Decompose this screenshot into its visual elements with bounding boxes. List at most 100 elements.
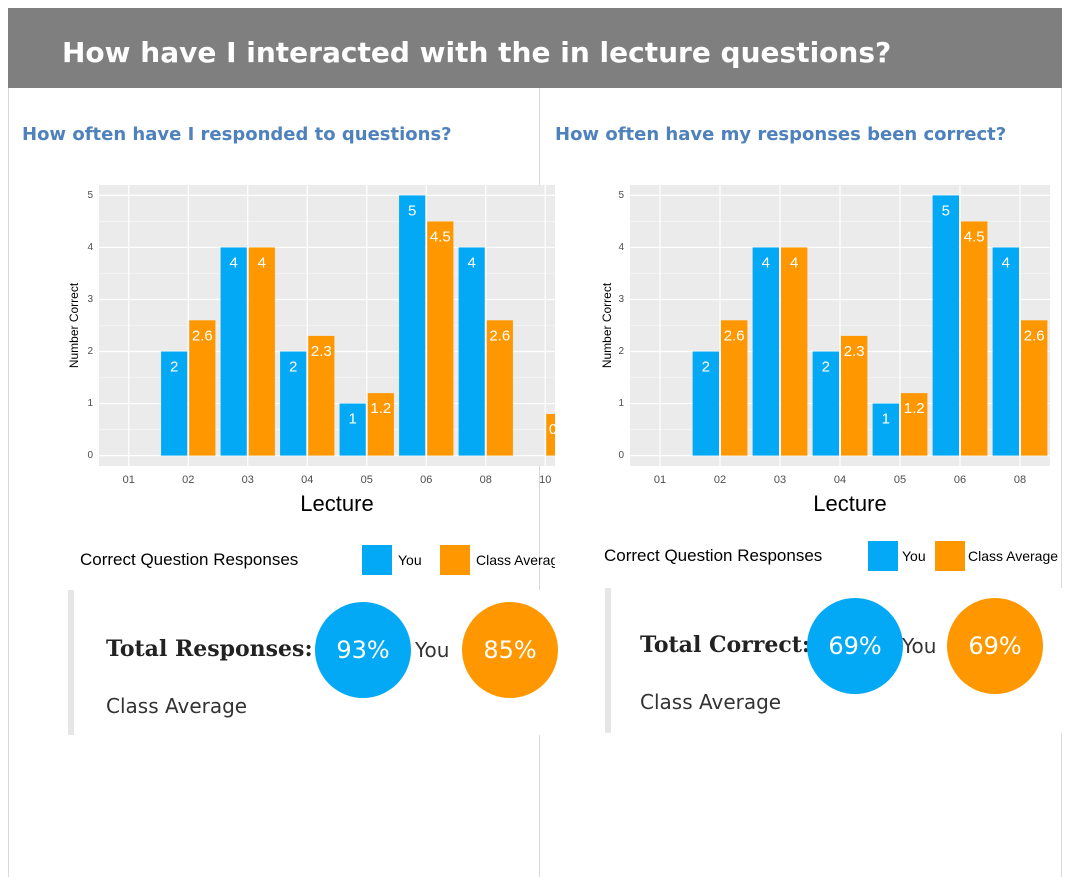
bar xyxy=(752,247,779,456)
bar-value-label: 4 xyxy=(467,254,475,271)
bar-value-label: 1.2 xyxy=(370,400,391,417)
bar xyxy=(280,351,307,456)
x-tick-label: 02 xyxy=(182,474,194,486)
legend-label: Class Average xyxy=(968,548,1059,564)
class-circle: 85% xyxy=(462,602,558,698)
x-tick-label: 08 xyxy=(1014,474,1026,486)
y-tick-label: 1 xyxy=(618,398,624,409)
bar-value-label: 1 xyxy=(348,411,356,428)
bar-value-label: 1.2 xyxy=(904,400,925,417)
bar xyxy=(1021,320,1048,456)
bar xyxy=(932,195,959,456)
bar xyxy=(901,393,928,456)
summary-class: Class Average xyxy=(106,694,248,718)
bar-value-label: 2.6 xyxy=(192,327,213,344)
x-tick-label: 04 xyxy=(834,474,846,486)
header-title: How have I interacted with the in lectur… xyxy=(62,36,892,69)
bar-value-label: 4 xyxy=(762,254,770,271)
x-tick-label: 06 xyxy=(954,474,966,486)
x-tick-label: 01 xyxy=(654,474,666,486)
bar xyxy=(399,195,426,456)
column-border xyxy=(1061,88,1062,877)
you-circle: 69% xyxy=(807,598,903,694)
y-axis-label: Number Correct xyxy=(600,282,614,368)
bar-value-label: 2 xyxy=(289,358,297,375)
x-tick-label: 01 xyxy=(123,474,135,486)
summary-you: You xyxy=(415,638,450,662)
summary-label: Total Correct: xyxy=(640,632,810,658)
bar xyxy=(339,403,366,456)
bar xyxy=(427,221,454,456)
x-tick-label: 06 xyxy=(420,474,432,486)
bar-value-label: 4.5 xyxy=(430,228,451,245)
y-tick-label: 4 xyxy=(87,242,93,253)
bar-value-label: 2.3 xyxy=(311,343,332,360)
bar xyxy=(458,247,485,456)
y-tick-label: 5 xyxy=(618,190,624,201)
panel-heading: How often have I responded to questions? xyxy=(22,124,452,145)
y-tick-label: 4 xyxy=(618,242,624,253)
bar xyxy=(781,247,808,456)
x-tick-label: 08 xyxy=(480,474,492,486)
bar xyxy=(721,320,748,456)
x-tick-label: 03 xyxy=(242,474,254,486)
legend-label: You xyxy=(902,548,926,564)
bar-value-label: 2.6 xyxy=(1024,327,1045,344)
y-tick-label: 1 xyxy=(87,398,93,409)
you-circle: 93% xyxy=(315,602,411,698)
bar-value-label: 4 xyxy=(790,254,798,271)
bar xyxy=(161,351,188,456)
bar-value-label: 4 xyxy=(229,254,237,271)
bar xyxy=(189,320,216,456)
bar xyxy=(992,247,1019,456)
legend-swatch xyxy=(868,541,898,571)
column-border xyxy=(539,88,540,877)
bar-value-label: 5 xyxy=(408,202,416,219)
bar xyxy=(546,413,555,456)
class-circle: 69% xyxy=(947,598,1043,694)
bar xyxy=(220,247,247,456)
bar-value-label: 2.3 xyxy=(844,343,865,360)
bar xyxy=(812,351,839,456)
y-tick-label: 3 xyxy=(618,294,624,305)
legend-swatch xyxy=(935,541,965,571)
x-tick-label: 03 xyxy=(774,474,786,486)
y-tick-label: 2 xyxy=(87,346,93,357)
legend-title: Correct Question Responses xyxy=(604,546,823,565)
bar xyxy=(841,335,868,456)
x-tick-label: 05 xyxy=(894,474,906,486)
y-axis-label: Number Correct xyxy=(67,282,81,368)
column-border xyxy=(8,88,9,877)
panel-heading: How often have my responses been correct… xyxy=(555,124,1007,145)
bar-value-label: 4 xyxy=(258,254,266,271)
legend-label: You xyxy=(398,552,422,568)
bar xyxy=(248,247,275,456)
bar-value-label: 5 xyxy=(942,202,950,219)
legend-swatch xyxy=(362,545,392,575)
legend-swatch xyxy=(440,545,470,575)
x-axis-label: Lecture xyxy=(813,491,886,516)
summary-class: Class Average xyxy=(640,690,782,714)
bar-value-label: 1 xyxy=(882,411,890,428)
bar-value-label: 2 xyxy=(822,358,830,375)
bar-value-label: 4 xyxy=(1002,254,1010,271)
bar-value-label: 0.8 xyxy=(549,421,555,438)
bar xyxy=(872,403,899,456)
y-tick-label: 0 xyxy=(87,450,93,461)
bar-value-label: 4.5 xyxy=(964,228,985,245)
bar-value-label: 2 xyxy=(170,358,178,375)
bar-value-label: 2.6 xyxy=(489,327,510,344)
bar xyxy=(692,351,719,456)
x-tick-label: 10 xyxy=(539,474,551,486)
x-tick-label: 02 xyxy=(714,474,726,486)
legend-title: Correct Question Responses xyxy=(80,550,299,569)
y-tick-label: 5 xyxy=(87,190,93,201)
x-tick-label: 04 xyxy=(301,474,313,486)
bar xyxy=(486,320,513,456)
y-tick-label: 2 xyxy=(618,346,624,357)
header-bar xyxy=(8,8,1062,88)
bar xyxy=(961,221,988,456)
bar xyxy=(367,393,394,456)
